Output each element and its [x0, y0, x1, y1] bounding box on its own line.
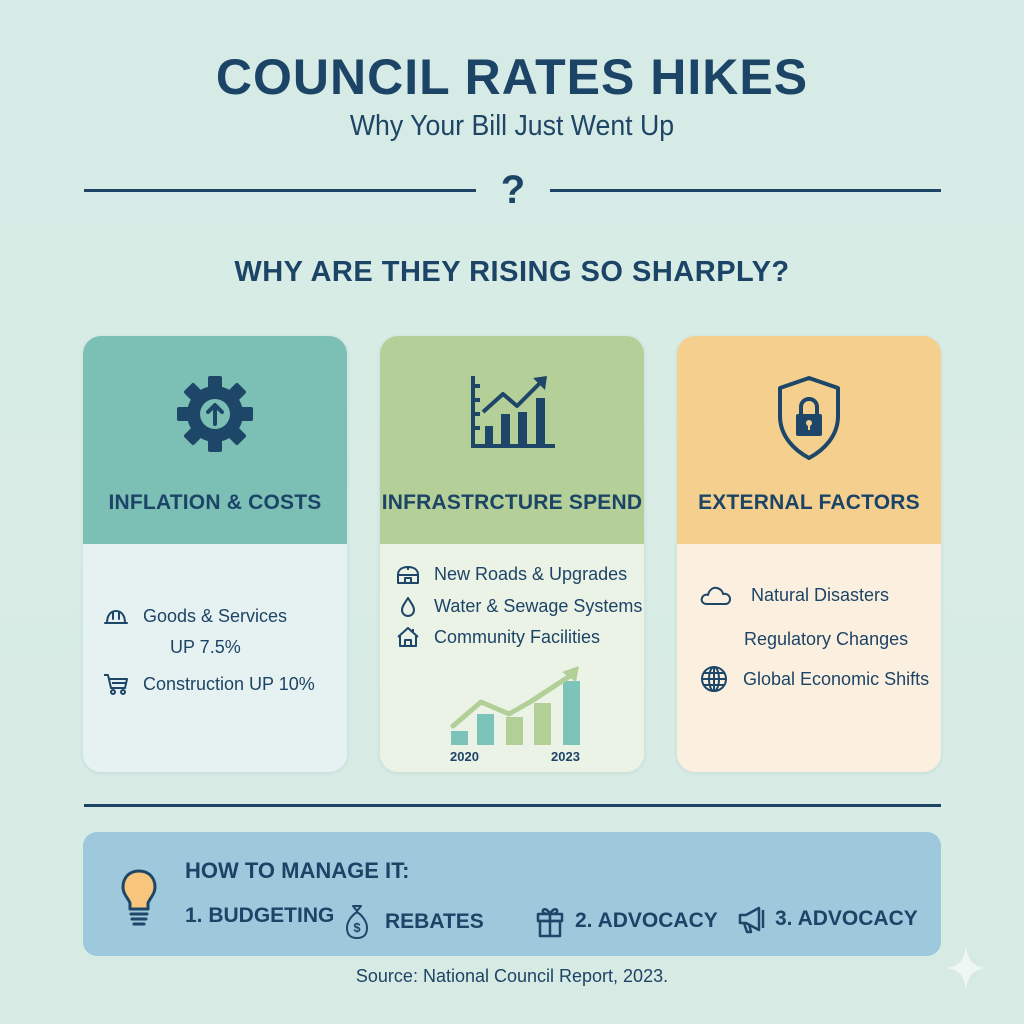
item-label: Community Facilities — [434, 626, 601, 647]
gear-arrow-up-icon — [173, 372, 257, 461]
item-label: REBATES — [385, 910, 484, 933]
card-header: INFRASTRCTURE SPEND — [380, 336, 644, 544]
card-header: EXTERNAL FACTORS — [677, 336, 941, 544]
sparkle-icon — [944, 944, 988, 997]
hard-hat-icon — [104, 609, 128, 624]
house-icon — [397, 627, 419, 647]
water-drop-icon — [400, 596, 416, 617]
manage-panel: HOW TO MANAGE IT: 1. BUDGETING $ REBATES… — [83, 832, 941, 956]
section-divider — [84, 804, 941, 807]
manage-title: HOW TO MANAGE IT: — [185, 858, 410, 883]
chart-end-label: 2023 — [551, 749, 580, 764]
manage-item-advocacy-3: 3. ADVOCACY — [737, 904, 918, 934]
card-body: Goods & Services UP 7.5% Construction UP… — [83, 544, 347, 772]
shopping-cart-icon — [104, 674, 128, 695]
item-label: Goods & Services — [143, 606, 288, 626]
item-label: Global Economic Shifts — [743, 668, 930, 689]
list-item: New Roads & Upgrades — [396, 564, 627, 585]
item-label: Water & Sewage Systems — [434, 596, 643, 616]
item-label: 1. BUDGETING — [185, 904, 335, 927]
manage-item-advocacy-2: 2. ADVOCACY — [535, 904, 718, 938]
chart-start-label: 2020 — [450, 749, 479, 764]
manage-item-budgeting: 1. BUDGETING — [185, 904, 334, 928]
svg-text:$: $ — [353, 920, 361, 935]
list-item: Global Economic Shifts — [699, 664, 929, 694]
tunnel-icon — [397, 565, 419, 584]
item-label: 2. ADVOCACY — [575, 909, 718, 932]
list-item: Construction UP 10% — [103, 672, 315, 696]
lightbulb-icon — [119, 868, 159, 933]
item-label: Natural Disasters — [751, 584, 890, 605]
card-body: Natural Disasters Regulatory Changes Glo… — [677, 544, 941, 772]
item-sub-value: UP 7.5% — [170, 637, 241, 657]
mini-bar-chart — [450, 666, 580, 745]
list-item: Community Facilities — [396, 626, 600, 648]
card-inflation-costs: INFLATION & COSTS Goods & Services UP 7.… — [83, 336, 347, 772]
item-label: New Roads & Upgrades — [434, 564, 628, 584]
list-item: Natural Disasters — [699, 584, 889, 606]
list-item: Goods & Services — [103, 606, 287, 627]
card-title: EXTERNAL FACTORS — [698, 491, 920, 514]
shield-lock-icon — [774, 374, 844, 467]
question-mark-icon: ? — [500, 168, 526, 212]
item-label: Construction UP 10% — [143, 673, 315, 694]
page-subtitle: Why Your Bill Just Went Up — [349, 110, 675, 142]
manage-item-rebates: $ REBATES — [345, 904, 484, 940]
section-heading: WHY ARE THEY RISING SO SHARPLY? — [234, 256, 790, 288]
card-header: INFLATION & COSTS — [83, 336, 347, 544]
divider-line-right — [550, 189, 941, 192]
list-item: Regulatory Changes — [744, 629, 909, 649]
item-label: 3. ADVOCACY — [775, 907, 918, 930]
source-note: Source: National Council Report, 2023. — [355, 966, 669, 986]
card-title: INFLATION & COSTS — [108, 491, 322, 514]
header-divider: ? — [84, 170, 941, 210]
bar-chart-trend-icon — [467, 372, 557, 457]
divider-line-left — [84, 189, 476, 192]
globe-icon — [701, 666, 727, 692]
list-item: Water & Sewage Systems — [396, 596, 642, 617]
gift-icon — [536, 908, 564, 938]
cloud-icon — [700, 586, 731, 605]
card-external-factors: EXTERNAL FACTORS Natural Disasters Regul… — [677, 336, 941, 772]
card-body: New Roads & Upgrades Water & Sewage Syst… — [380, 544, 644, 772]
page-title: COUNCIL RATES HIKES — [215, 49, 809, 105]
card-infrastructure-spend: INFRASTRCTURE SPEND New Roads & Upgrades… — [380, 336, 644, 772]
megaphone-icon — [738, 906, 765, 934]
card-title: INFRASTRCTURE SPEND — [381, 491, 643, 514]
money-bag-icon: $ — [346, 905, 368, 939]
